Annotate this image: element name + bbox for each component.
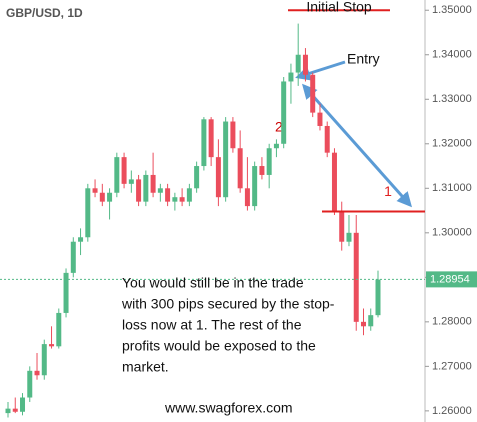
candle-body: [339, 210, 345, 242]
candle-body: [41, 344, 47, 376]
y-tick-label: 1.31000: [432, 182, 472, 194]
candle-body: [281, 81, 287, 144]
candle-body: [121, 157, 127, 184]
chart-title: GBP/USD, 1D: [6, 6, 83, 20]
candle-body: [179, 197, 185, 202]
candle-body: [346, 232, 352, 242]
candle-body: [34, 370, 40, 376]
note-line: You would still be in the trade: [122, 275, 304, 291]
candle-body: [317, 112, 323, 126]
candle-body: [302, 54, 308, 75]
candle-body: [78, 237, 84, 242]
candle-body: [27, 370, 33, 398]
candle-body: [20, 397, 26, 412]
candle-body: [360, 321, 366, 327]
candle-body: [49, 344, 55, 347]
candle-body: [128, 179, 134, 184]
current-price-label: 1.28954: [430, 273, 470, 285]
level-label: Initial Stop: [306, 0, 372, 15]
candle-body: [244, 188, 250, 207]
distance-arrow: [302, 83, 412, 208]
candle-body: [310, 74, 316, 113]
candle-body: [208, 119, 214, 158]
y-tick-label: 1.27000: [432, 360, 472, 372]
candle-body: [288, 72, 294, 82]
candle-body: [223, 121, 229, 198]
candle-body: [85, 188, 91, 238]
candle-body: [92, 188, 98, 193]
candle-body: [136, 179, 142, 202]
candle-body: [165, 188, 171, 202]
y-tick-label: 1.28000: [432, 316, 472, 328]
y-tick-label: 1.35000: [432, 4, 472, 16]
note-line: market.: [122, 359, 169, 375]
candle-body: [230, 121, 236, 149]
candle-body: [252, 166, 258, 207]
note-line: loss now at 1. The rest of the: [122, 317, 302, 333]
y-tick-label: 1.33000: [432, 93, 472, 105]
candle-body: [12, 408, 18, 412]
candle-body: [273, 143, 279, 149]
note-line: profits would be exposed to the: [122, 338, 316, 354]
entry-label: Entry: [347, 51, 380, 67]
candle-body: [194, 166, 200, 189]
candle-body: [295, 54, 301, 73]
level-label: 1: [384, 183, 392, 199]
candle-body: [63, 272, 69, 313]
y-tick-label: 1.26000: [432, 405, 472, 417]
marker-label: 2: [275, 119, 283, 135]
candle-body: [150, 174, 156, 193]
candle-body: [215, 157, 221, 198]
candle-body: [259, 166, 265, 175]
candle-body: [114, 157, 120, 193]
candle-body: [237, 148, 243, 189]
candle-body: [186, 188, 192, 202]
note-line: with 300 pips secured by the stop-: [121, 296, 335, 312]
y-tick-label: 1.32000: [432, 138, 472, 150]
candle-body: [5, 408, 11, 414]
candle-body: [201, 119, 207, 167]
candle-body: [375, 279, 381, 316]
footer: www.swagforex.com: [164, 400, 293, 416]
y-tick-label: 1.30000: [432, 227, 472, 239]
y-tick-label: 1.34000: [432, 49, 472, 61]
candle-body: [368, 315, 374, 327]
current-price-box: [426, 271, 477, 288]
candle-body: [99, 192, 105, 202]
candle-body: [157, 188, 163, 193]
candle-body: [56, 312, 62, 347]
candle-body: [143, 174, 149, 202]
candle-body: [266, 148, 272, 175]
candle-body: [324, 125, 330, 153]
candle-body: [331, 152, 337, 211]
candle-body: [70, 241, 76, 273]
candle-body: [172, 197, 178, 202]
candle-body: [107, 192, 113, 202]
candle-body: [353, 232, 359, 322]
